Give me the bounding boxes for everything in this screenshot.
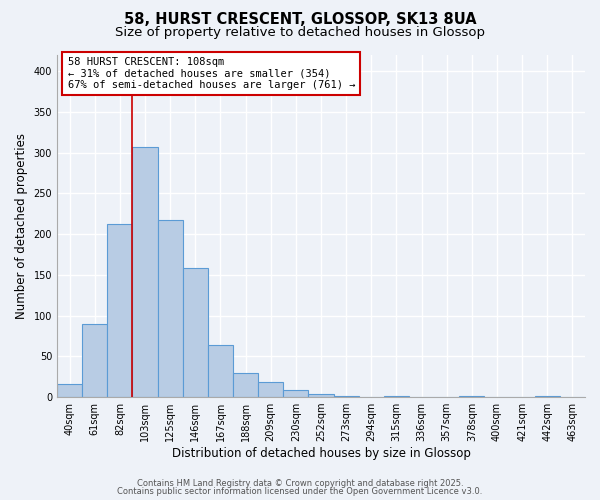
Bar (133, 147, 158, 397)
Bar (283, 390, 308, 397)
Bar (258, 382, 283, 397)
Text: Size of property relative to detached houses in Glossop: Size of property relative to detached ho… (115, 26, 485, 39)
Text: 58, HURST CRESCENT, GLOSSOP, SK13 8UA: 58, HURST CRESCENT, GLOSSOP, SK13 8UA (124, 12, 476, 28)
Text: Contains HM Land Registry data © Crown copyright and database right 2025.: Contains HM Land Registry data © Crown c… (137, 478, 463, 488)
Bar (208, 345, 233, 397)
Bar (233, 372, 258, 397)
Bar (57, 384, 82, 397)
Bar (183, 268, 208, 397)
Bar (459, 396, 484, 397)
X-axis label: Distribution of detached houses by size in Glossop: Distribution of detached houses by size … (172, 447, 470, 460)
Text: 58 HURST CRESCENT: 108sqm
← 31% of detached houses are smaller (354)
67% of semi: 58 HURST CRESCENT: 108sqm ← 31% of detac… (68, 56, 355, 90)
Bar (384, 396, 409, 397)
Bar (308, 394, 334, 397)
Y-axis label: Number of detached properties: Number of detached properties (15, 133, 28, 319)
Text: Contains public sector information licensed under the Open Government Licence v3: Contains public sector information licen… (118, 487, 482, 496)
Bar (107, 224, 133, 397)
Bar (334, 396, 359, 397)
Bar (158, 220, 183, 397)
Bar (82, 324, 107, 397)
Bar (535, 396, 560, 397)
